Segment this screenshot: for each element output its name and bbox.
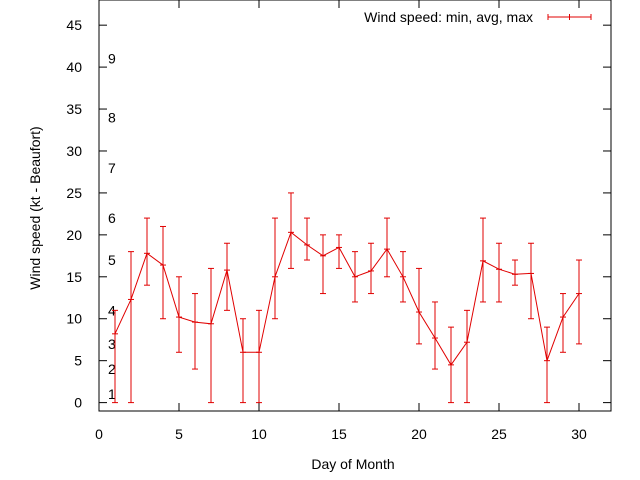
avg-line: [114, 231, 580, 366]
beaufort-label: 7: [108, 160, 116, 176]
x-tick-label: 30: [571, 426, 587, 442]
y-tick-label: 40: [66, 59, 82, 75]
legend-sample: [547, 14, 592, 20]
beaufort-label: 1: [108, 386, 116, 402]
x-tick-label: 5: [175, 426, 183, 442]
beaufort-label: 9: [108, 51, 116, 67]
y-tick-label: 35: [66, 101, 82, 117]
x-tick-label: 0: [95, 426, 103, 442]
x-tick-label: 20: [411, 426, 427, 442]
y-tick-label: 5: [74, 353, 82, 369]
y-tick-label: 10: [66, 311, 82, 327]
x-tick-label: 10: [251, 426, 267, 442]
error-bars: [112, 192, 582, 404]
beaufort-label: 8: [108, 109, 116, 125]
x-tick-label: 25: [491, 426, 507, 442]
plot-frame: [98, 0, 612, 412]
legend-label: Wind speed: min, avg, max: [364, 9, 533, 25]
y-tick-label: 45: [66, 17, 82, 33]
beaufort-label: 2: [108, 361, 116, 377]
y-axis-label: Wind speed (kt - Beaufort): [27, 126, 43, 289]
series-line: [112, 229, 582, 368]
x-axis-label: Day of Month: [311, 456, 394, 472]
beaufort-label: 5: [108, 252, 116, 268]
y-tick-label: 25: [66, 185, 82, 201]
y-tick-label: 15: [66, 269, 82, 285]
y-tick-label: 30: [66, 143, 82, 159]
x-axis: 0 5 10 15 20 25 30: [95, 0, 587, 442]
beaufort-label: 6: [108, 210, 116, 226]
y-tick-label: 0: [74, 395, 82, 411]
legend: Wind speed: min, avg, max: [364, 9, 592, 25]
x-tick-label: 15: [331, 426, 347, 442]
beaufort-label: 3: [108, 336, 116, 352]
y-tick-label: 20: [66, 227, 82, 243]
